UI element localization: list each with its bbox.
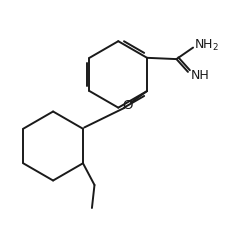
Text: NH$_2$: NH$_2$ [194,37,219,53]
Text: NH: NH [190,69,209,82]
Text: O: O [123,99,133,112]
